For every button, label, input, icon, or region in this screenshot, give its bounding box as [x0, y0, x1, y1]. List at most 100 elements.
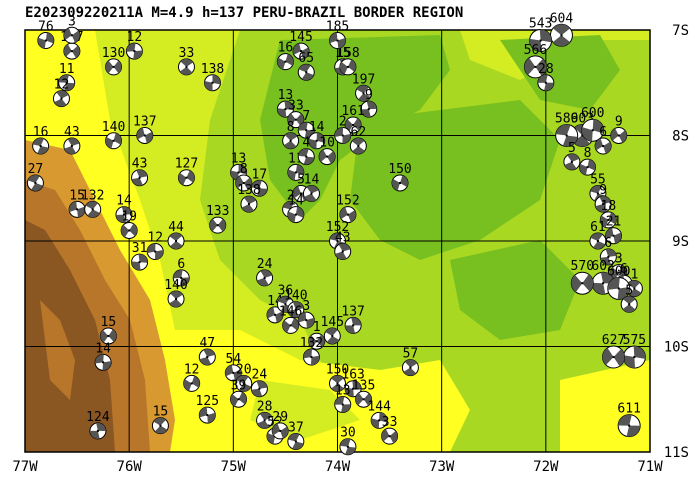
focal-mechanism[interactable]: 140: [102, 120, 125, 150]
focal-mechanism[interactable]: 132: [300, 336, 323, 366]
focal-mechanism[interactable]: 33: [177, 46, 195, 76]
focal-mechanism[interactable]: 2: [334, 115, 352, 144]
focal-mechanism[interactable]: 29: [271, 410, 289, 440]
focal-mechanism[interactable]: 28: [256, 399, 274, 429]
focal-mechanism[interactable]: 15: [151, 405, 169, 435]
focal-mechanism[interactable]: 43: [131, 157, 149, 187]
focal-mechanism[interactable]: 24: [256, 257, 274, 287]
focal-mechanism[interactable]: 9: [594, 183, 612, 213]
focal-mechanism[interactable]: 600: [607, 264, 630, 300]
focal-mechanism[interactable]: 604: [550, 11, 574, 47]
focal-mechanism[interactable]: 13: [334, 384, 352, 414]
focal-mechanism[interactable]: 12: [52, 78, 70, 108]
focal-mechanism[interactable]: 20: [235, 362, 253, 392]
focal-mechanism[interactable]: 138: [237, 183, 261, 213]
focal-mechanism[interactable]: 543: [529, 17, 552, 53]
focal-mechanism[interactable]: 566: [524, 43, 547, 79]
focal-mechanism[interactable]: 132: [81, 188, 104, 218]
focal-mechanism[interactable]: 47: [198, 336, 216, 366]
focal-mechanism[interactable]: 8: [282, 120, 300, 150]
focal-mechanism[interactable]: 14: [302, 173, 320, 203]
focal-mechanism[interactable]: 12: [125, 30, 143, 60]
focal-mechanism[interactable]: 43: [63, 125, 81, 155]
focal-mechanism[interactable]: 150: [388, 162, 412, 192]
focal-mechanism[interactable]: 137: [341, 304, 365, 334]
focal-mechanism[interactable]: 600: [581, 106, 604, 142]
focal-mechanism[interactable]: 54: [224, 352, 242, 382]
focal-mechanism[interactable]: 30: [339, 426, 357, 456]
focal-mechanism[interactable]: 6: [599, 236, 617, 266]
focal-mechanism[interactable]: 150: [326, 362, 349, 392]
focal-mechanism[interactable]: 8: [235, 162, 253, 192]
focal-mechanism[interactable]: 33: [381, 415, 399, 445]
focal-mechanism[interactable]: 43: [334, 231, 352, 261]
focal-mechanism[interactable]: 5: [620, 283, 638, 313]
focal-mechanism[interactable]: 27: [26, 162, 44, 192]
focal-mechanism[interactable]: 37: [287, 420, 305, 450]
focal-mechanism[interactable]: 11: [58, 62, 76, 92]
focal-mechanism[interactable]: 28: [537, 62, 555, 92]
focal-mechanism[interactable]: 611: [617, 402, 641, 438]
focal-mechanism[interactable]: 16: [276, 41, 294, 71]
focal-mechanism[interactable]: 140: [284, 289, 308, 319]
focal-mechanism[interactable]: 145: [321, 315, 344, 345]
focal-mechanism[interactable]: 5: [563, 141, 581, 171]
focal-mechanism[interactable]: 152: [336, 194, 360, 224]
focal-mechanism[interactable]: 19: [120, 209, 138, 239]
focal-mechanism[interactable]: 62: [349, 125, 367, 155]
focal-mechanism[interactable]: 3: [297, 299, 315, 329]
focal-mechanism[interactable]: 14: [287, 194, 305, 224]
focal-mechanism[interactable]: 14: [94, 341, 112, 371]
focal-mechanism[interactable]: 33: [287, 99, 305, 129]
focal-mechanism[interactable]: 12: [146, 231, 164, 261]
focal-mechanism[interactable]: 9: [360, 88, 378, 118]
focal-mechanism[interactable]: 130: [102, 46, 125, 76]
focal-mechanism[interactable]: 138: [201, 62, 224, 92]
focal-mechanism[interactable]: 24: [250, 368, 268, 398]
focal-mechanism[interactable]: 21: [605, 215, 623, 245]
focal-mechanism[interactable]: 15: [68, 188, 86, 218]
focal-mechanism[interactable]: 13: [276, 88, 294, 118]
focal-mechanism[interactable]: 124: [86, 410, 110, 440]
focal-mechanism[interactable]: 65: [297, 51, 315, 81]
focal-mechanism[interactable]: 570: [571, 259, 594, 295]
focal-mechanism[interactable]: 3: [63, 14, 81, 44]
focal-mechanism[interactable]: 144: [367, 399, 391, 429]
focal-mechanism[interactable]: 135: [352, 378, 375, 408]
focal-mechanism[interactable]: 15: [99, 315, 117, 345]
focal-mechanism[interactable]: 185: [326, 20, 349, 50]
focal-mechanism[interactable]: 10: [318, 136, 336, 166]
focal-mechanism[interactable]: 158: [336, 46, 360, 76]
focal-mechanism[interactable]: 14: [115, 194, 133, 224]
focal-mechanism[interactable]: 14: [266, 294, 284, 324]
focal-mechanism[interactable]: 76: [37, 20, 55, 50]
focal-mechanism[interactable]: 4: [297, 136, 315, 166]
focal-mechanism[interactable]: 1: [308, 320, 326, 350]
focal-mechanism[interactable]: 6: [172, 257, 190, 287]
focal-mechanism[interactable]: 125: [196, 394, 219, 424]
focal-mechanism[interactable]: 9: [610, 115, 628, 144]
focal-mechanism[interactable]: 137: [133, 115, 157, 144]
focal-mechanism[interactable]: 161: [341, 104, 365, 134]
focal-mechanism[interactable]: 197: [352, 72, 375, 102]
focal-mechanism[interactable]: 39: [230, 378, 248, 408]
focal-mechanism[interactable]: 140: [164, 278, 188, 308]
focal-mechanism[interactable]: 31: [131, 241, 149, 271]
focal-mechanism[interactable]: 6: [594, 125, 612, 155]
focal-mechanism[interactable]: 127: [175, 157, 198, 187]
focal-mechanism[interactable]: 146: [279, 304, 302, 334]
focal-mechanism[interactable]: 17: [250, 167, 268, 197]
focal-mechanism[interactable]: 145: [289, 30, 313, 60]
focal-mechanism[interactable]: 12: [183, 362, 201, 392]
focal-mechanism[interactable]: 589: [555, 112, 578, 147]
focal-mechanism[interactable]: 627: [602, 333, 625, 369]
focal-mechanism[interactable]: 163: [341, 368, 365, 398]
focal-mechanism[interactable]: 57: [401, 347, 419, 377]
focal-mechanism[interactable]: 7: [297, 109, 315, 139]
focal-mechanism[interactable]: 18: [599, 199, 617, 229]
focal-mechanism[interactable]: 8: [579, 146, 596, 176]
focal-mechanism[interactable]: 14: [308, 120, 326, 150]
focal-mechanism[interactable]: 61: [589, 220, 607, 250]
focal-mechanism[interactable]: 133: [206, 204, 229, 234]
focal-mechanism[interactable]: 16: [32, 125, 50, 155]
